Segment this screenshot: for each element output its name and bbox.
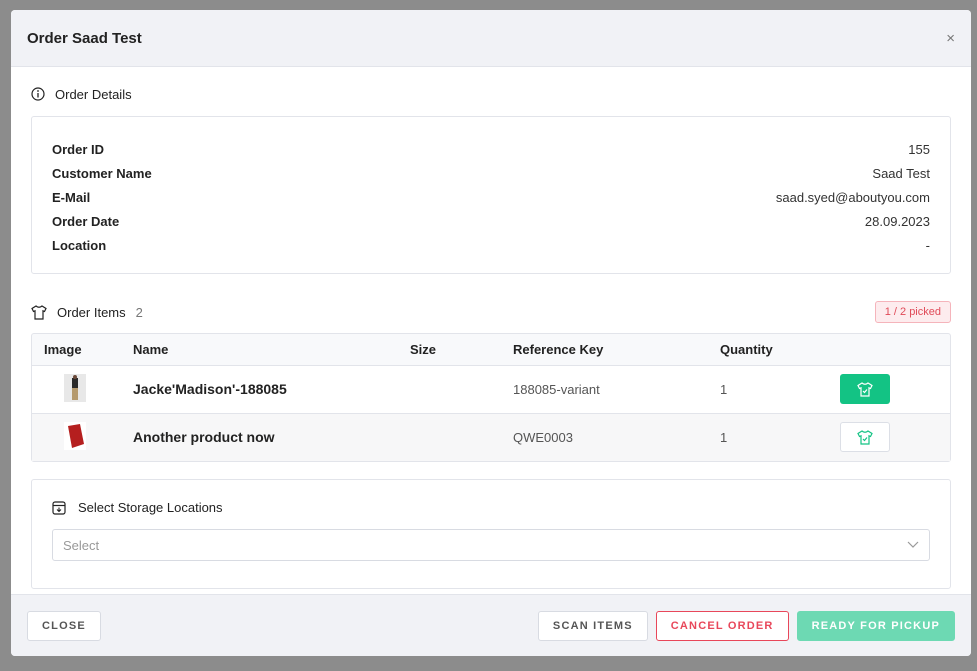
close-icon[interactable]: × — [946, 29, 955, 47]
order-details-heading: Order Details — [31, 81, 951, 107]
storage-location-select[interactable]: Select — [52, 529, 930, 561]
detail-value: 28.09.2023 — [864, 213, 930, 229]
detail-label: E-Mail — [52, 189, 91, 205]
detail-label: Order ID — [52, 141, 105, 157]
storage-heading: Select Storage Locations — [52, 500, 930, 515]
detail-row: E-Mail saad.syed@aboutyou.com — [52, 185, 930, 209]
order-modal: Order Saad Test × Order Details Order ID… — [11, 10, 971, 656]
item-name: Another product now — [121, 412, 398, 461]
shirt-check-icon — [857, 381, 873, 397]
column-header: Image — [44, 341, 82, 357]
order-items-heading: Order Items 2 — [31, 305, 143, 320]
column-header: Size — [410, 341, 437, 357]
items-count: 2 — [135, 304, 143, 320]
cancel-order-button[interactable]: CANCEL ORDER — [655, 610, 789, 641]
section-label: Select Storage Locations — [78, 500, 223, 515]
close-button[interactable]: CLOSE — [27, 610, 101, 641]
section-label: Order Details — [55, 86, 132, 102]
modal-header: Order Saad Test × — [11, 10, 971, 67]
detail-row: Order ID 155 — [52, 137, 930, 161]
item-qty: 1 — [708, 412, 828, 461]
shirt-check-icon — [857, 430, 873, 445]
product-image — [64, 421, 86, 450]
table-row: Jacke'Madison'-188085 188085-variant 1 — [32, 364, 950, 413]
product-image — [64, 373, 86, 402]
item-qty: 1 — [708, 364, 828, 413]
storage-card: Select Storage Locations Select — [31, 479, 951, 589]
info-icon — [31, 87, 45, 101]
modal-title: Order Saad Test — [27, 29, 142, 47]
archive-icon — [52, 500, 66, 515]
items-table: Image Name Size Reference Key Quantity J… — [31, 333, 951, 462]
detail-value: - — [925, 237, 930, 253]
detail-row: Customer Name Saad Test — [52, 161, 930, 185]
select-placeholder: Select — [63, 537, 100, 553]
item-ref: QWE0003 — [501, 412, 708, 461]
scan-items-button[interactable]: SCAN ITEMS — [537, 610, 648, 641]
ready-for-pickup-button[interactable]: READY FOR PICKUP — [796, 610, 955, 641]
pick-item-button[interactable] — [840, 422, 890, 453]
chevron-down-icon — [907, 541, 919, 548]
section-label: Order Items — [57, 304, 126, 320]
detail-value: saad.syed@aboutyou.com — [775, 189, 930, 205]
picked-badge: 1 / 2 picked — [874, 301, 951, 323]
pick-item-button[interactable] — [840, 374, 890, 404]
item-size — [398, 364, 501, 413]
table-row: Another product now QWE0003 1 — [32, 412, 950, 461]
shirt-icon — [31, 304, 47, 320]
item-ref: 188085-variant — [501, 364, 708, 413]
modal-footer: CLOSE SCAN ITEMS CANCEL ORDER READY FOR … — [11, 594, 971, 656]
order-details-card: Order ID 155 Customer Name Saad Test E-Mai… — [31, 116, 951, 274]
detail-label: Location — [52, 237, 107, 253]
detail-label: Order Date — [52, 213, 120, 229]
column-header: Quantity — [720, 341, 773, 357]
item-size — [398, 412, 501, 461]
column-header: Name — [133, 341, 169, 357]
item-name: Jacke'Madison'-188085 — [121, 364, 398, 413]
detail-row: Location - — [52, 233, 930, 257]
detail-row: Order Date 28.09.2023 — [52, 209, 930, 233]
detail-value: Saad Test — [872, 165, 930, 181]
detail-label: Customer Name — [52, 165, 152, 181]
column-header: Reference Key — [513, 341, 604, 357]
detail-value: 155 — [908, 141, 930, 157]
